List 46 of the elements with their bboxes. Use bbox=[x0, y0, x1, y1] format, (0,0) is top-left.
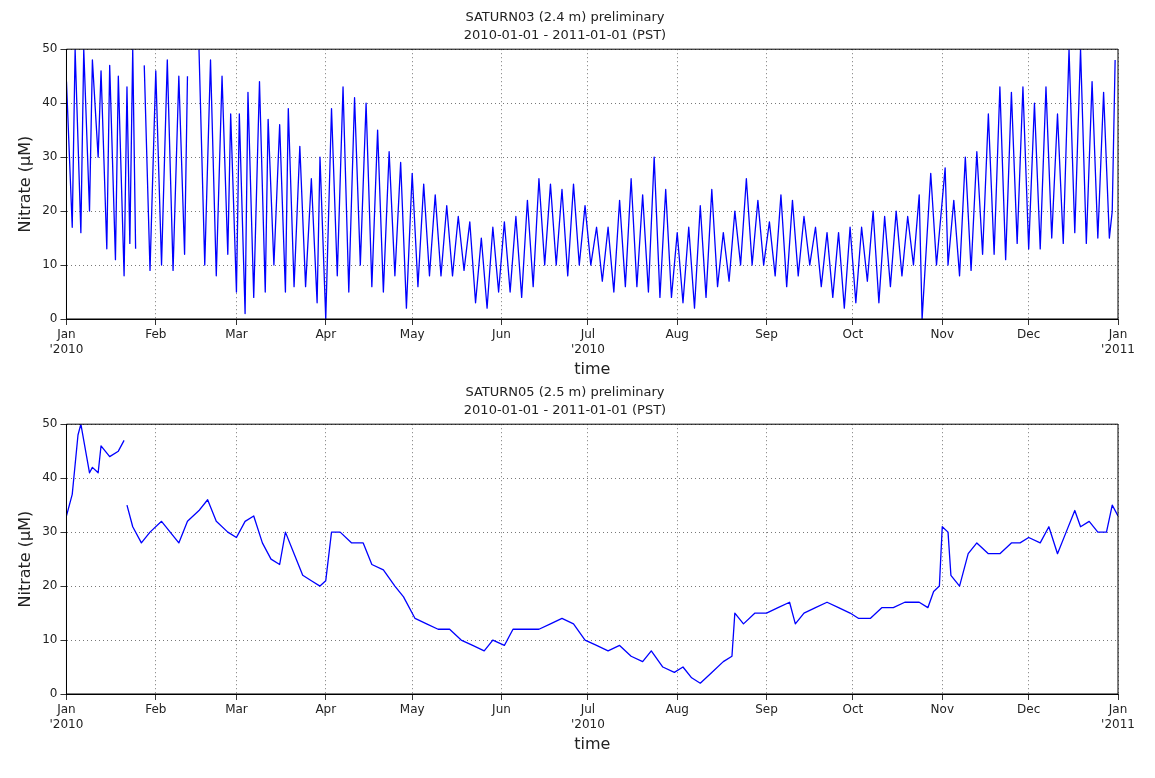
x-tick-label: Mar bbox=[225, 327, 248, 342]
y-tick-label: 10 bbox=[42, 632, 58, 647]
x-tick-label: Jul '2010 bbox=[570, 327, 605, 356]
x-tick-label: Jun bbox=[491, 702, 511, 717]
y-tick-label: 30 bbox=[42, 149, 58, 164]
x-tick-label: Dec bbox=[1017, 327, 1041, 342]
chart-title: SATURN05 (2.5 m) preliminary bbox=[465, 384, 665, 400]
y-tick-label: 20 bbox=[42, 203, 58, 218]
chart-title: SATURN03 (2.4 m) preliminary bbox=[465, 9, 665, 25]
x-tick-label: Mar bbox=[225, 702, 248, 717]
x-tick-label: Sep bbox=[755, 327, 778, 342]
x-tick-label: Oct bbox=[842, 327, 864, 342]
x-tick-label: Sep bbox=[755, 702, 778, 717]
x-tick-label: May bbox=[399, 327, 425, 342]
x-tick-label: Apr bbox=[315, 702, 337, 717]
y-tick-label: 0 bbox=[49, 686, 58, 701]
x-tick-label: Jan '2011 bbox=[1101, 327, 1135, 356]
y-tick-label: 40 bbox=[42, 470, 58, 485]
y-tick-label: 50 bbox=[42, 416, 58, 431]
x-axis-title: time bbox=[574, 733, 611, 753]
x-tick-label: Feb bbox=[145, 702, 167, 717]
y-tick-label: 0 bbox=[49, 311, 58, 326]
y-tick-label: 50 bbox=[42, 41, 58, 56]
x-tick-label: Jan '2011 bbox=[1101, 702, 1135, 731]
chart-subtitle: 2010-01-01 - 2011-01-01 (PST) bbox=[463, 401, 667, 417]
y-tick-label: 20 bbox=[42, 578, 58, 593]
x-tick-label: Jan '2010 bbox=[49, 327, 84, 356]
x-tick-label: May bbox=[399, 702, 425, 717]
y-tick-label: 10 bbox=[42, 257, 58, 272]
y-axis-title: Nitrate (µM) bbox=[14, 135, 34, 233]
chart-subtitle: 2010-01-01 - 2011-01-01 (PST) bbox=[463, 26, 667, 42]
x-tick-label: Oct bbox=[842, 702, 864, 717]
x-tick-label: Nov bbox=[930, 327, 954, 342]
x-tick-label: Jul '2010 bbox=[570, 702, 605, 731]
x-axis-title: time bbox=[574, 358, 611, 378]
x-tick-label: Jun bbox=[491, 327, 511, 342]
y-axis-title: Nitrate (µM) bbox=[14, 510, 34, 608]
x-tick-label: Aug bbox=[665, 702, 689, 717]
y-tick-label: 40 bbox=[42, 95, 58, 110]
x-tick-label: Dec bbox=[1017, 702, 1041, 717]
x-tick-label: Aug bbox=[665, 327, 689, 342]
x-tick-label: Nov bbox=[930, 702, 954, 717]
x-tick-label: Jan '2010 bbox=[49, 702, 84, 731]
x-tick-label: Feb bbox=[145, 327, 167, 342]
x-tick-label: Apr bbox=[315, 327, 337, 342]
y-tick-label: 30 bbox=[42, 524, 58, 539]
